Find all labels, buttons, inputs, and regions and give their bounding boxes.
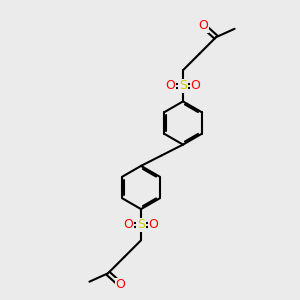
Text: O: O (116, 278, 125, 291)
Text: O: O (166, 79, 175, 92)
Text: O: O (124, 218, 133, 231)
Text: O: O (199, 19, 208, 32)
Text: S: S (179, 79, 187, 92)
Text: O: O (191, 79, 200, 92)
Text: O: O (149, 218, 158, 231)
Text: S: S (137, 218, 145, 231)
